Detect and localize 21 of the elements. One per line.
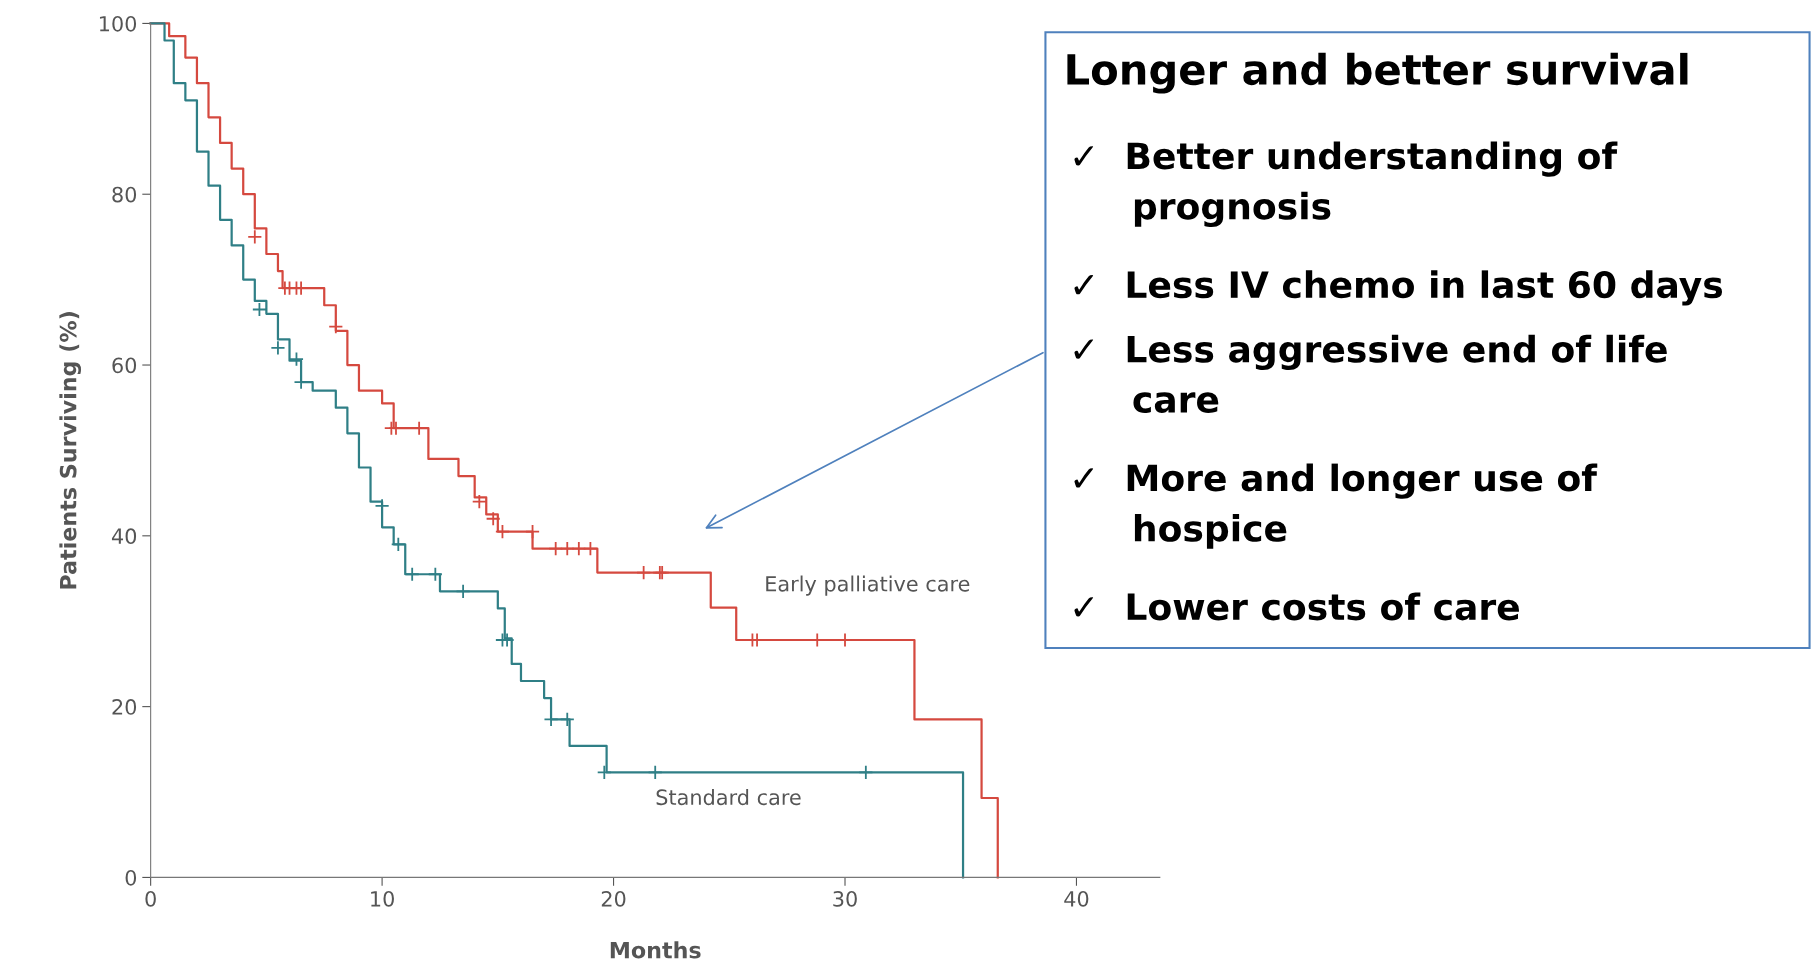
y-tick-label: 40	[111, 528, 137, 545]
x-tick-label: 30	[833, 890, 857, 907]
y-tick-label: 80	[112, 186, 137, 203]
annotation: Longer and better survival	[1067, 52, 1688, 94]
x-tick-label: 0	[145, 890, 156, 907]
y-tick-label: 100	[99, 15, 137, 32]
x-tick-label: 40	[1064, 890, 1089, 907]
y-tick-label: 0	[125, 869, 137, 886]
annotation: ✓ Less IV chemo in last 60 days	[1074, 270, 1723, 306]
series-label: Standard care	[656, 789, 801, 806]
annotation: ✓ Less aggressive end of life care	[1074, 334, 1667, 414]
x-axis-title: Months	[610, 941, 701, 959]
y-tick-label: 60	[112, 357, 137, 374]
y-axis-title: Patients Surviving (%)	[59, 312, 82, 589]
x-tick-label: 20	[601, 890, 626, 907]
annotation: ✓ Better understanding of prognosis	[1074, 141, 1618, 228]
series-label: Early palliative care	[766, 575, 970, 596]
x-tick-label: 10	[371, 890, 394, 907]
annotation: ✓ Lower costs of care	[1074, 592, 1519, 621]
annotation: ✓ More and longer use of hospice	[1074, 463, 1598, 549]
y-tick-label: 20	[112, 699, 137, 715]
